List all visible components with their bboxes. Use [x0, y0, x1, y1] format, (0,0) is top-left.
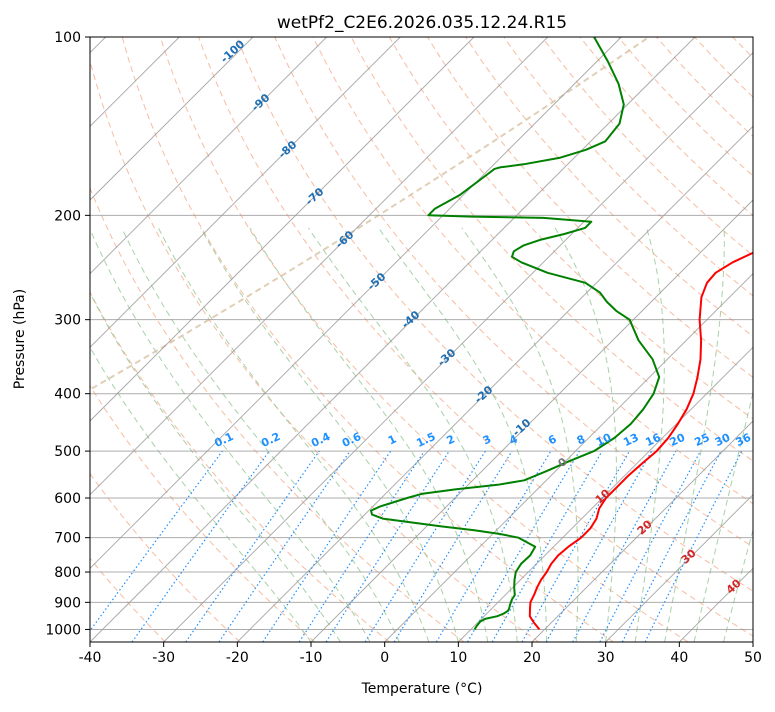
dry-adiabat-line: [237, 37, 775, 642]
x-tick-label: -40: [79, 650, 102, 666]
adiabat-value-label: 20: [635, 517, 655, 537]
mixing-ratio-label: 0.1: [212, 430, 235, 450]
mixing-ratio-line: [219, 451, 350, 642]
mixing-ratio-label: 8: [575, 432, 587, 447]
mixing-ratio-line: [622, 451, 721, 642]
adiabat-value-label: -30: [435, 346, 459, 369]
dry-adiabat-line: [275, 37, 775, 642]
isotherm-line: [16, 37, 621, 642]
mixing-ratio-label: 2: [445, 432, 457, 447]
moist-adiabat-line: [60, 228, 340, 642]
y-tick-label: 700: [54, 531, 81, 547]
dry-adiabat-line: [8, 37, 390, 642]
mixing-ratio-label: 0.4: [309, 430, 332, 450]
isotherm-line: [311, 37, 775, 642]
isotherm-line: [164, 37, 769, 642]
dry-adiabat-line: [84, 37, 539, 642]
adiabat-value-label: 30: [679, 546, 699, 566]
x-tick-label: 30: [597, 650, 615, 666]
y-tick-label: 800: [54, 565, 81, 581]
isotherm-line: [0, 37, 253, 642]
y-tick-label: 1000: [45, 622, 81, 638]
x-tick-label: 20: [523, 650, 541, 666]
plot-area: [0, 37, 775, 642]
isotherm-line: [532, 37, 775, 642]
plot-frame: [90, 37, 753, 642]
mixing-ratio-label: 30: [713, 431, 733, 449]
mixing-ratio-label: 6: [546, 432, 559, 447]
mixing-ratio-line: [522, 451, 629, 642]
chart-title: wetPf2_C2E6.2026.035.12.24.R15: [277, 13, 567, 33]
mixing-ratio-line: [600, 451, 701, 642]
dry-adiabat-line: [733, 37, 775, 642]
adiabat-value-label: -20: [472, 383, 496, 406]
isotherm-line: [90, 37, 695, 642]
y-tick-label: 500: [54, 444, 81, 460]
adiabat-value-label: -40: [399, 308, 423, 331]
mixing-ratio-label: 36: [734, 431, 754, 449]
mixing-ratio-line: [326, 451, 449, 642]
temperature-profile-line: [530, 37, 775, 629]
dry-adiabat-line: [466, 37, 775, 642]
dry-adiabat-line: [0, 37, 315, 642]
x-axis-label: Temperature (°C): [361, 681, 483, 697]
y-axis-label: Pressure (hPa): [12, 289, 28, 389]
dry-adiabat-line: [771, 37, 775, 642]
mixing-ratio-label: 3: [481, 432, 493, 447]
isotherm-line: [753, 37, 775, 642]
adiabat-value-label: 40: [724, 576, 744, 596]
isotherm-line: [385, 37, 775, 642]
mixing-ratio-line: [82, 451, 223, 642]
dry-adiabat-line: [542, 37, 775, 642]
x-tick-label: 50: [744, 650, 762, 666]
dry-adiabat-line: [656, 37, 775, 642]
x-tick-label: 40: [670, 650, 688, 666]
mixing-ratio-label: 1: [386, 432, 398, 447]
dry-adiabat-line: [695, 37, 775, 642]
mixing-ratio-label: 10: [594, 431, 614, 449]
isotherm-line: [0, 37, 400, 642]
isotherm-line: [0, 37, 327, 642]
mixing-ratio-line: [546, 451, 651, 642]
dry-adiabat-line: [504, 37, 775, 642]
x-tick-label: -30: [152, 650, 175, 666]
x-tick-label: -10: [300, 650, 323, 666]
dry-adiabat-line: [427, 37, 775, 642]
mixing-ratio-label: 0.2: [259, 430, 282, 450]
mixing-ratio-line: [365, 451, 485, 642]
x-tick-label: -20: [226, 650, 249, 666]
isotherm-line: [237, 37, 775, 642]
y-tick-label: 100: [54, 30, 81, 46]
mixing-ratio-label: 13: [621, 431, 640, 449]
x-tick-label: 10: [449, 650, 467, 666]
y-tick-label: 200: [54, 208, 81, 224]
mixing-ratio-label: 25: [692, 431, 711, 449]
dry-adiabat-line: [0, 37, 240, 642]
dry-adiabat-line: [389, 37, 775, 642]
adiabat-value-label: 10: [593, 486, 613, 506]
y-tick-label: 900: [54, 595, 81, 611]
y-tick-label: 300: [54, 313, 81, 329]
y-tick-label: 600: [54, 491, 81, 507]
mixing-ratio-label: 0.6: [340, 430, 363, 450]
x-tick-label: 0: [380, 650, 389, 666]
y-tick-label: 400: [54, 387, 81, 403]
